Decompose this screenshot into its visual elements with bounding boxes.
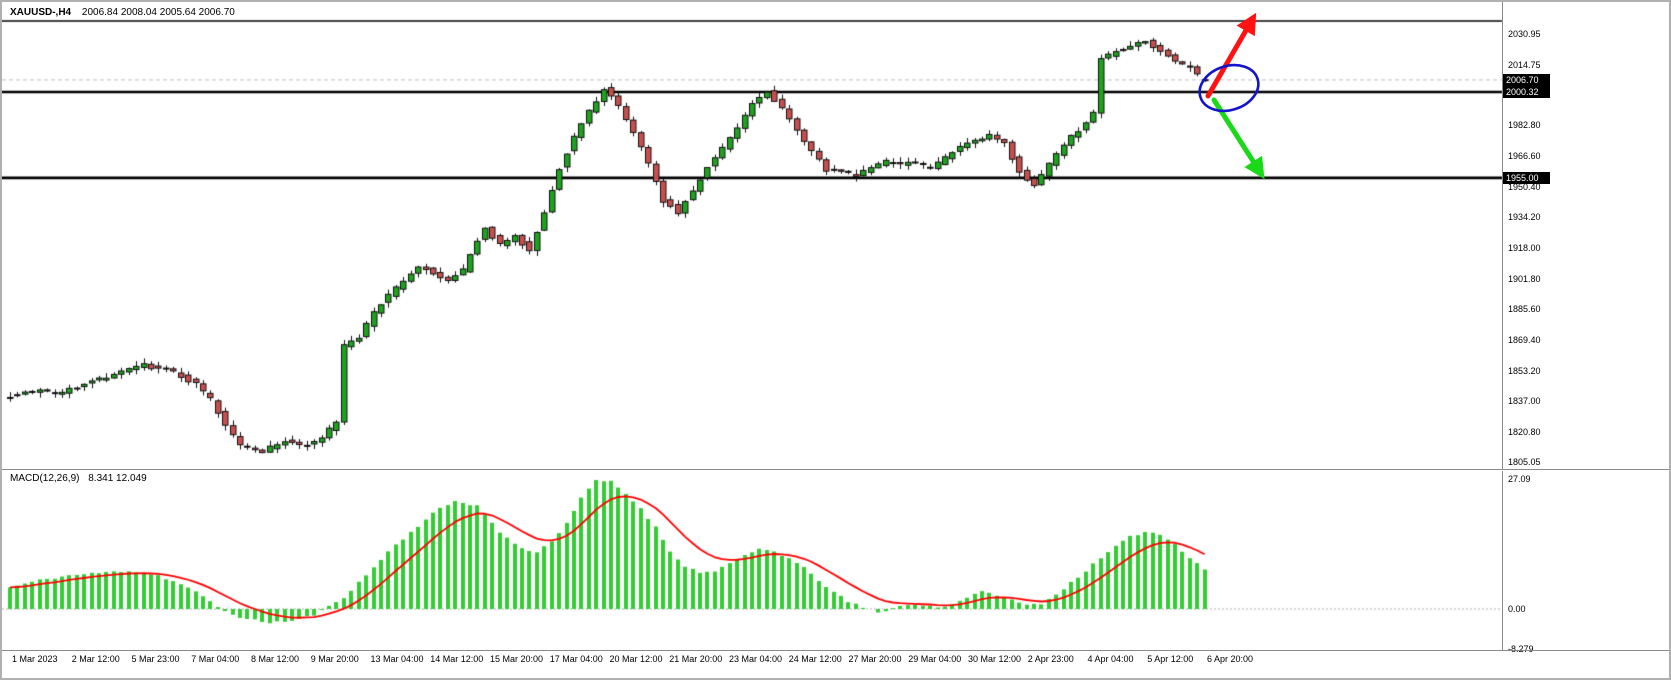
time-axis-label: 2 Apr 23:00 [1027, 654, 1074, 664]
price-axis-label: 1885.60 [1508, 304, 1541, 315]
time-axis-label: 30 Mar 12:00 [968, 654, 1022, 664]
price-tag-price-level: 1955.00 [1503, 171, 1550, 184]
time-axis-label: 23 Mar 04:00 [729, 654, 783, 664]
price-axis-label: 2030.95 [1508, 29, 1541, 39]
price-axis-label: 1982.80 [1508, 120, 1541, 131]
price-axis-label: 1837.00 [1508, 396, 1541, 407]
price-axis-label: 1805.05 [1508, 456, 1541, 467]
time-axis-label: 14 Mar 12:00 [430, 654, 484, 664]
symbol-info: XAUUSD-,H4 2006.84 2008.04 2005.64 2006.… [10, 7, 235, 18]
time-axis-label: 2 Mar 12:00 [71, 654, 120, 664]
price-axis-label: 1950.40 [1508, 181, 1541, 192]
time-axis-label: 24 Mar 12:00 [788, 654, 842, 664]
price-tag-current-bid: 2006.70 [1503, 73, 1550, 86]
macd-axis-label: 0.00 [1508, 604, 1526, 614]
macd-indicator-label: MACD(12,26,9) 8.341 12.049 [10, 473, 147, 484]
time-axis-label: 5 Apr 12:00 [1147, 654, 1194, 664]
price-axis-label: 1918.00 [1508, 242, 1541, 253]
time-axis-label: 7 Mar 04:00 [191, 654, 240, 664]
time-axis-label: 4 Apr 04:00 [1087, 654, 1134, 664]
symbol-ohlc-values: 2006.84 2008.04 2005.64 2006.70 [81, 7, 235, 18]
price-axis-label: 1901.80 [1508, 273, 1541, 284]
price-axis-label: 1934.20 [1508, 212, 1541, 223]
time-axis-label: 15 Mar 20:00 [490, 654, 544, 664]
time-axis-label: 27 Mar 20:00 [848, 654, 902, 664]
time-axis-label: 17 Mar 04:00 [549, 654, 603, 664]
price-axis-label: 2014.75 [1508, 59, 1541, 70]
time-axis-label: 20 Mar 12:00 [609, 654, 663, 664]
time-axis-label: 29 Mar 04:00 [908, 654, 962, 664]
price-axis-label: 1820.80 [1508, 427, 1541, 438]
symbol-label: XAUUSD-,H4 [10, 7, 72, 18]
time-axis-label: 8 Mar 12:00 [251, 654, 300, 664]
price-axis-label: 1966.60 [1508, 150, 1541, 161]
price-tag-price-level: 2000.32 [1503, 86, 1550, 99]
price-axis-label: 1853.20 [1508, 365, 1541, 376]
time-axis-label: 21 Mar 20:00 [669, 654, 723, 664]
time-axis-label: 5 Mar 23:00 [131, 654, 180, 664]
time-axis-label: 1 Mar 2023 [12, 654, 58, 664]
macd-axis-label: 27.09 [1508, 473, 1531, 484]
pane-separator[interactable] [2, 469, 1669, 471]
macd-values: 8.341 12.049 [88, 473, 147, 484]
time-axis-label: 6 Apr 20:00 [1207, 654, 1254, 664]
time-axis-label: 13 Mar 04:00 [370, 654, 424, 664]
macd-label: MACD(12,26,9) [10, 473, 80, 484]
axis-vertical-separator [1502, 2, 1503, 650]
macd-axis-label: -8.279 [1508, 643, 1534, 654]
time-axis-label: 9 Mar 20:00 [310, 654, 359, 664]
time-axis-separator [2, 650, 1669, 651]
price-axis-label: 1869.40 [1508, 335, 1541, 346]
